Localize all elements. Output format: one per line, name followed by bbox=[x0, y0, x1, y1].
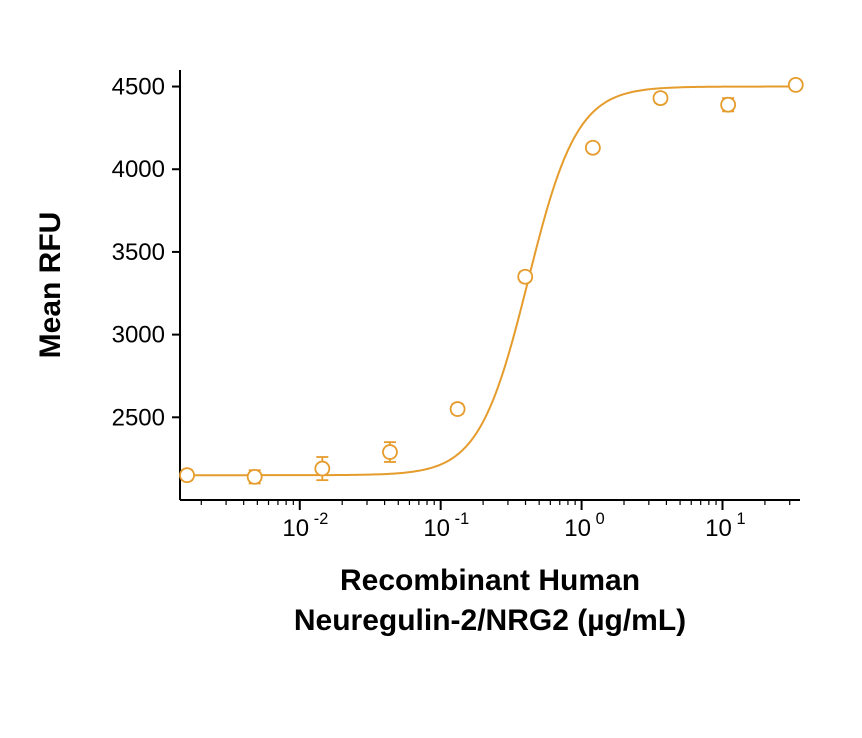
svg-text:10: 10 bbox=[423, 515, 450, 542]
svg-text:1: 1 bbox=[737, 510, 746, 528]
x-axis-label-line1: Recombinant Human bbox=[340, 564, 640, 597]
x-axis-label-line2: Neuregulin-2/NRG2 (µg/mL) bbox=[294, 604, 686, 637]
data-point bbox=[248, 470, 262, 484]
data-point bbox=[315, 462, 329, 476]
svg-text:4000: 4000 bbox=[112, 156, 165, 183]
y-axis-label: Mean RFU bbox=[34, 212, 67, 359]
svg-text:10: 10 bbox=[282, 515, 309, 542]
data-point bbox=[518, 270, 532, 284]
chart-container: 2500 3000 3500 4000 4500 10 -2 10 -1 10 0 10 1 Mean R… bbox=[0, 0, 862, 738]
svg-text:-2: -2 bbox=[314, 510, 329, 528]
svg-text:3000: 3000 bbox=[112, 322, 165, 349]
data-point bbox=[789, 78, 803, 92]
svg-text:-1: -1 bbox=[455, 510, 470, 528]
data-point bbox=[180, 468, 194, 482]
svg-text:2500: 2500 bbox=[112, 404, 165, 431]
svg-text:0: 0 bbox=[596, 510, 605, 528]
svg-text:4500: 4500 bbox=[112, 74, 165, 101]
data-point bbox=[383, 445, 397, 459]
svg-text:3500: 3500 bbox=[112, 239, 165, 266]
svg-text:10: 10 bbox=[564, 515, 591, 542]
data-point bbox=[451, 402, 465, 416]
dose-response-chart: 2500 3000 3500 4000 4500 10 -2 10 -1 10 0 10 1 Mean R… bbox=[0, 0, 862, 738]
data-point bbox=[721, 98, 735, 112]
svg-text:10: 10 bbox=[705, 515, 732, 542]
data-point bbox=[586, 141, 600, 155]
data-point bbox=[654, 91, 668, 105]
